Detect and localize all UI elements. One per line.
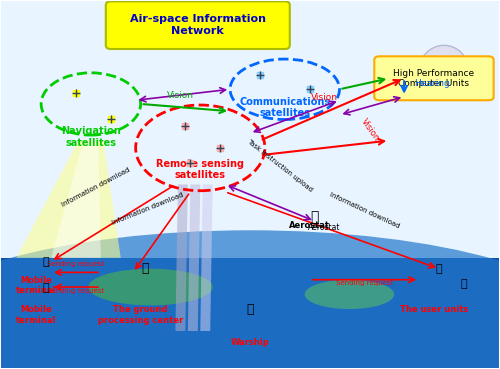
Polygon shape [2,258,498,368]
Ellipse shape [419,45,469,97]
Text: Vision: Vision [360,117,381,142]
Ellipse shape [0,230,500,369]
Text: Sending request: Sending request [336,280,393,286]
Text: Navigation
satellites: Navigation satellites [61,126,121,148]
Text: 📡: 📡 [436,265,442,275]
Text: The ground
processing center: The ground processing center [98,306,183,325]
Polygon shape [200,184,212,331]
Polygon shape [16,141,120,258]
Text: Task instruction upload: Task instruction upload [246,138,314,193]
Text: Aerostat: Aerostat [289,221,330,230]
Text: Mobile
terminal: Mobile terminal [16,276,56,296]
Text: Aerostat: Aerostat [308,223,341,232]
Text: Information download: Information download [328,192,400,230]
Polygon shape [51,141,101,258]
Text: Hearing: Hearing [414,79,450,87]
Ellipse shape [304,280,394,309]
Text: High Performance
Computer Units: High Performance Computer Units [394,69,474,88]
Text: Information download: Information download [60,166,131,207]
Polygon shape [2,1,498,265]
Text: Sending request: Sending request [48,287,104,293]
Text: Mobile
terminal: Mobile terminal [16,306,56,325]
Text: Communications
satellites: Communications satellites [239,97,330,118]
Text: Vision: Vision [167,92,194,100]
Ellipse shape [88,269,212,306]
Text: Remote sensing
satellites: Remote sensing satellites [156,159,244,180]
FancyBboxPatch shape [106,1,290,49]
Text: Information download: Information download [112,192,184,226]
Text: Air-space Information
Network: Air-space Information Network [130,14,266,36]
Polygon shape [188,184,200,331]
Text: 🛸: 🛸 [310,210,319,224]
Text: 🏢: 🏢 [142,262,150,275]
Text: 📱: 📱 [43,257,50,267]
Text: 🏠: 🏠 [460,279,467,289]
Polygon shape [176,184,188,331]
Text: 🚢: 🚢 [246,303,254,315]
Text: Warship: Warship [230,338,270,347]
Text: 📱: 📱 [43,283,50,293]
Text: Vision: Vision [311,93,338,102]
FancyBboxPatch shape [374,56,494,100]
Text: The user units: The user units [400,306,468,314]
Text: Sending request: Sending request [48,261,104,267]
